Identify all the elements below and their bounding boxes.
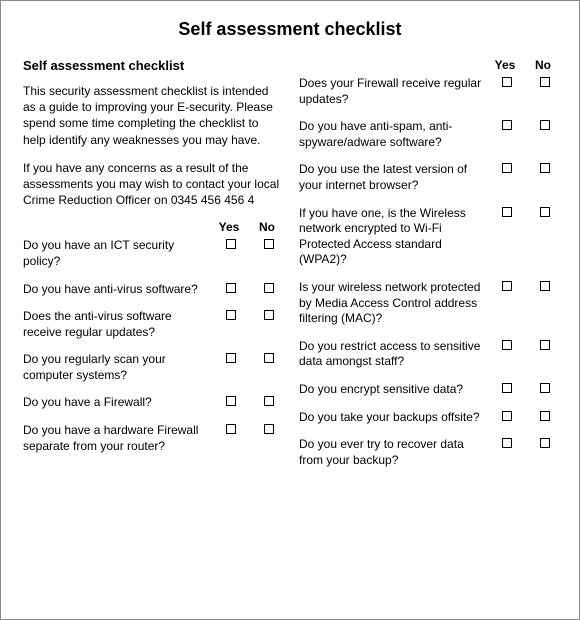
yes-no-header-right: Yes No bbox=[299, 58, 557, 72]
question-text: Do you ever try to recover data from you… bbox=[299, 437, 495, 468]
question-text: If you have one, is the Wireless network… bbox=[299, 206, 495, 268]
left-questions-list: Do you have an ICT security policy? Do yo… bbox=[23, 238, 281, 466]
question-row: Do you ever try to recover data from you… bbox=[299, 437, 557, 468]
question-row: Does your Firewall receive regular updat… bbox=[299, 76, 557, 107]
question-row: Do you have a Firewall? bbox=[23, 395, 281, 411]
question-row: Do you have a hardware Firewall separate… bbox=[23, 423, 281, 454]
page-title: Self assessment checklist bbox=[23, 19, 557, 40]
question-text: Do you use the latest version of your in… bbox=[299, 162, 495, 193]
no-checkbox[interactable] bbox=[264, 424, 274, 434]
question-row: Do you have anti-spam, anti-spyware/adwa… bbox=[299, 119, 557, 150]
question-row: If you have one, is the Wireless network… bbox=[299, 206, 557, 268]
checkbox-group bbox=[219, 423, 281, 434]
checkbox-group bbox=[219, 282, 281, 293]
intro-paragraph-2: If you have any concerns as a result of … bbox=[23, 160, 281, 209]
checkbox-group bbox=[495, 162, 557, 173]
question-row: Do you have anti-virus software? bbox=[23, 282, 281, 298]
checkbox-group bbox=[219, 352, 281, 363]
question-text: Is your wireless network protected by Me… bbox=[299, 280, 495, 327]
question-row: Is your wireless network protected by Me… bbox=[299, 280, 557, 327]
question-text: Does the anti-virus software receive reg… bbox=[23, 309, 219, 340]
no-checkbox[interactable] bbox=[540, 438, 550, 448]
checkbox-group bbox=[495, 410, 557, 421]
question-text: Do you restrict access to sensitive data… bbox=[299, 339, 495, 370]
question-text: Do you have an ICT security policy? bbox=[23, 238, 219, 269]
checkbox-group bbox=[495, 382, 557, 393]
checkbox-group bbox=[495, 339, 557, 350]
no-label: No bbox=[255, 220, 279, 234]
question-text: Do you encrypt sensitive data? bbox=[299, 382, 495, 398]
yes-checkbox[interactable] bbox=[226, 310, 236, 320]
yes-checkbox[interactable] bbox=[226, 283, 236, 293]
yes-no-header-left: Yes No bbox=[23, 220, 281, 234]
no-checkbox[interactable] bbox=[540, 207, 550, 217]
yes-checkbox[interactable] bbox=[502, 281, 512, 291]
right-questions-list: Does your Firewall receive regular updat… bbox=[299, 76, 557, 480]
yes-checkbox[interactable] bbox=[502, 411, 512, 421]
question-text: Do you take your backups offsite? bbox=[299, 410, 495, 426]
yes-checkbox[interactable] bbox=[502, 163, 512, 173]
yes-checkbox[interactable] bbox=[502, 77, 512, 87]
checkbox-group bbox=[495, 76, 557, 87]
yes-checkbox[interactable] bbox=[226, 353, 236, 363]
no-checkbox[interactable] bbox=[540, 163, 550, 173]
right-column: Yes No Does your Firewall receive regula… bbox=[299, 58, 557, 480]
question-row: Do you take your backups offsite? bbox=[299, 410, 557, 426]
no-checkbox[interactable] bbox=[264, 283, 274, 293]
yes-label: Yes bbox=[493, 58, 517, 72]
question-row: Do you use the latest version of your in… bbox=[299, 162, 557, 193]
no-checkbox[interactable] bbox=[264, 353, 274, 363]
no-checkbox[interactable] bbox=[264, 310, 274, 320]
yes-checkbox[interactable] bbox=[226, 239, 236, 249]
yes-checkbox[interactable] bbox=[502, 120, 512, 130]
yes-checkbox[interactable] bbox=[502, 340, 512, 350]
left-column: Self assessment checklist This security … bbox=[23, 58, 281, 480]
question-text: Do you have a Firewall? bbox=[23, 395, 219, 411]
yes-label: Yes bbox=[217, 220, 241, 234]
checkbox-group bbox=[219, 309, 281, 320]
yes-checkbox[interactable] bbox=[502, 438, 512, 448]
no-checkbox[interactable] bbox=[540, 281, 550, 291]
checkbox-group bbox=[495, 119, 557, 130]
no-checkbox[interactable] bbox=[264, 239, 274, 249]
question-row: Do you regularly scan your computer syst… bbox=[23, 352, 281, 383]
no-checkbox[interactable] bbox=[264, 396, 274, 406]
question-row: Does the anti-virus software receive reg… bbox=[23, 309, 281, 340]
yes-checkbox[interactable] bbox=[502, 383, 512, 393]
question-text: Do you regularly scan your computer syst… bbox=[23, 352, 219, 383]
yes-checkbox[interactable] bbox=[502, 207, 512, 217]
yes-checkbox[interactable] bbox=[226, 396, 236, 406]
checkbox-group bbox=[495, 280, 557, 291]
checkbox-group bbox=[495, 206, 557, 217]
checkbox-group bbox=[219, 395, 281, 406]
yes-checkbox[interactable] bbox=[226, 424, 236, 434]
no-checkbox[interactable] bbox=[540, 120, 550, 130]
no-checkbox[interactable] bbox=[540, 411, 550, 421]
question-text: Does your Firewall receive regular updat… bbox=[299, 76, 495, 107]
intro-paragraph-1: This security assessment checklist is in… bbox=[23, 83, 281, 148]
question-text: Do you have anti-virus software? bbox=[23, 282, 219, 298]
question-row: Do you have an ICT security policy? bbox=[23, 238, 281, 269]
checkbox-group bbox=[219, 238, 281, 249]
no-label: No bbox=[531, 58, 555, 72]
section-title: Self assessment checklist bbox=[23, 58, 281, 73]
question-row: Do you encrypt sensitive data? bbox=[299, 382, 557, 398]
no-checkbox[interactable] bbox=[540, 340, 550, 350]
question-text: Do you have a hardware Firewall separate… bbox=[23, 423, 219, 454]
columns-container: Self assessment checklist This security … bbox=[23, 58, 557, 480]
no-checkbox[interactable] bbox=[540, 383, 550, 393]
no-checkbox[interactable] bbox=[540, 77, 550, 87]
checkbox-group bbox=[495, 437, 557, 448]
question-row: Do you restrict access to sensitive data… bbox=[299, 339, 557, 370]
question-text: Do you have anti-spam, anti-spyware/adwa… bbox=[299, 119, 495, 150]
